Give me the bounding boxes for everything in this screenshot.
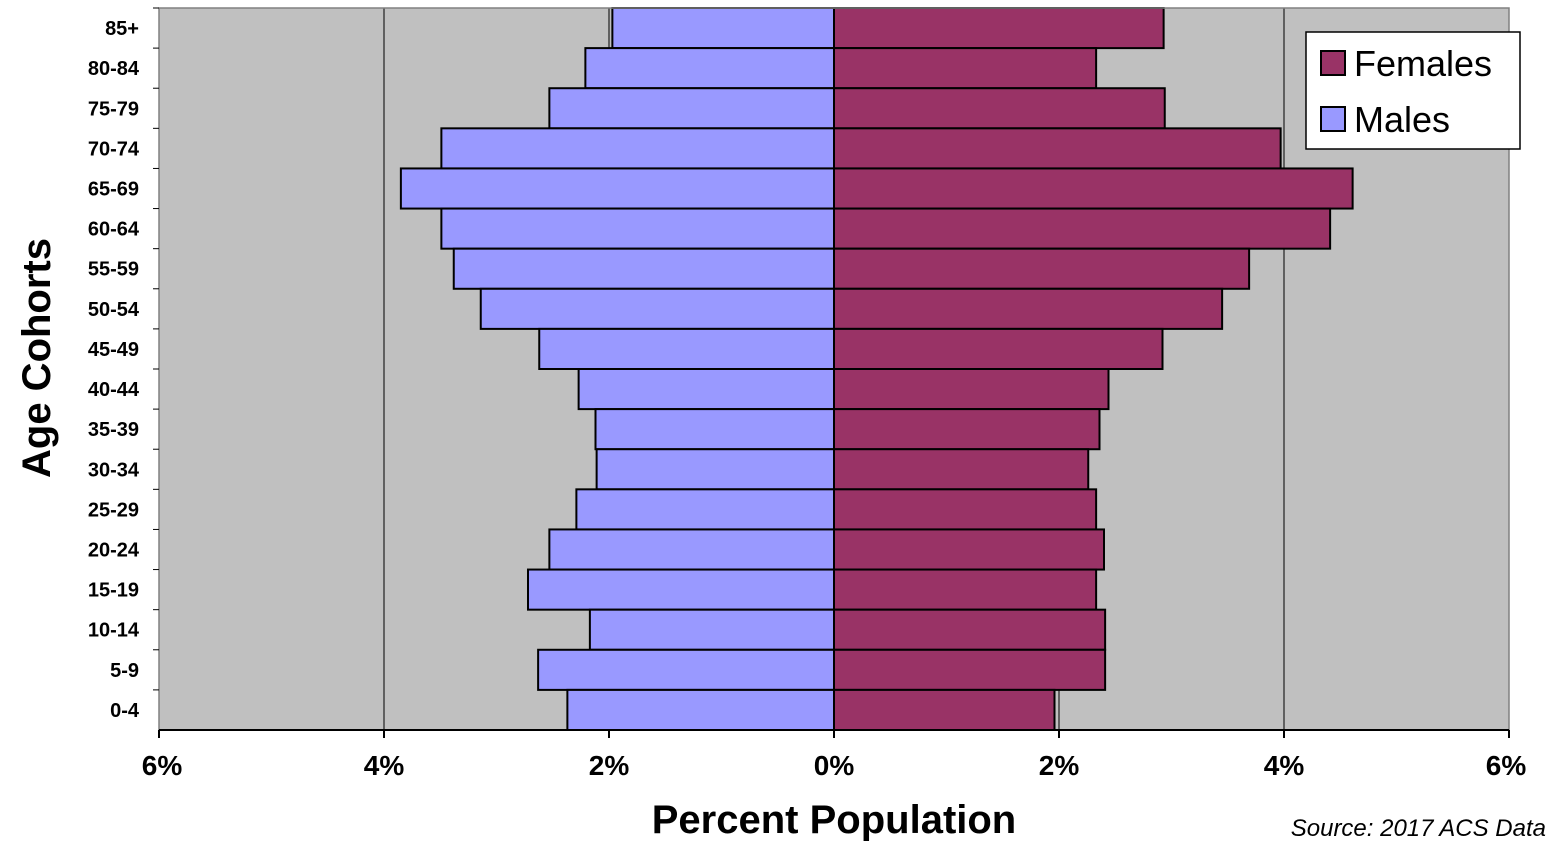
bar-females-5-9 xyxy=(833,648,1107,691)
bar-females-75-79 xyxy=(833,87,1166,130)
bar-females-30-34 xyxy=(833,448,1090,491)
bar-females-50-54 xyxy=(833,287,1224,330)
y-axis-ticks: 85+ 80-84 75-79 70-74 65-69 60-64 55-59 50-54 45… xyxy=(88,7,159,722)
bar-females-20-24 xyxy=(833,528,1105,571)
bar-males-85+ xyxy=(611,7,835,50)
y-tick-label: 30-34 xyxy=(88,459,140,481)
bar-females-45-49 xyxy=(833,327,1164,370)
bar-females-10-14 xyxy=(833,608,1107,651)
bar-males-65-69 xyxy=(399,167,835,210)
y-tick-label: 70-74 xyxy=(88,138,140,160)
bar-females-0-4 xyxy=(833,688,1056,732)
bar-males-20-24 xyxy=(548,528,835,571)
bar-females-25-29 xyxy=(833,488,1098,531)
y-tick-label: 25-29 xyxy=(88,499,139,521)
bar-females-65-69 xyxy=(833,167,1354,210)
bar-males-60-64 xyxy=(440,207,835,250)
bar-males-75-79 xyxy=(548,87,835,130)
bar-males-50-54 xyxy=(479,287,835,330)
bar-females-40-44 xyxy=(833,368,1110,411)
bar-males-55-59 xyxy=(452,247,835,290)
x-tick-label: 6% xyxy=(1486,750,1527,781)
y-tick-label: 20-24 xyxy=(88,540,140,562)
y-tick-label: 75-79 xyxy=(88,98,139,120)
legend-swatch-females xyxy=(1320,50,1346,76)
y-tick-label: 80-84 xyxy=(88,58,140,80)
bars xyxy=(399,7,1354,732)
y-tick-label: 0-4 xyxy=(110,700,140,722)
bar-females-85+ xyxy=(833,7,1165,50)
x-tick-label: 2% xyxy=(1039,750,1080,781)
legend: Females Males xyxy=(1305,31,1521,150)
y-tick-label: 55-59 xyxy=(88,259,139,281)
x-axis-ticks: 6% 4% 2% 0% 2% 4% 6% xyxy=(142,730,1527,781)
bar-males-30-34 xyxy=(595,448,835,491)
legend-label-males: Males xyxy=(1354,99,1450,140)
bar-females-35-39 xyxy=(833,408,1101,451)
bar-males-40-44 xyxy=(577,368,835,411)
y-tick-label: 65-69 xyxy=(88,179,139,201)
y-tick-label: 85+ xyxy=(105,18,139,40)
legend-label-females: Females xyxy=(1354,43,1492,84)
bar-males-10-14 xyxy=(588,608,835,651)
y-tick-label: 5-9 xyxy=(110,660,139,682)
y-tick-label: 10-14 xyxy=(88,620,140,642)
bar-males-5-9 xyxy=(537,648,835,691)
bar-females-80-84 xyxy=(833,47,1098,90)
x-tick-label: 4% xyxy=(1264,750,1305,781)
x-tick-label: 6% xyxy=(142,750,183,781)
bar-males-0-4 xyxy=(566,688,835,732)
y-tick-label: 60-64 xyxy=(88,219,140,241)
y-tick-label: 45-49 xyxy=(88,339,139,361)
x-tick-label: 2% xyxy=(589,750,630,781)
y-axis-label: Age Cohorts xyxy=(15,238,59,478)
y-tick-label: 50-54 xyxy=(88,299,140,321)
x-axis-label: Percent Population xyxy=(652,798,1017,841)
bar-males-80-84 xyxy=(584,47,835,90)
bar-males-70-74 xyxy=(440,127,835,170)
legend-swatch-males xyxy=(1320,106,1346,132)
bar-males-35-39 xyxy=(594,408,835,451)
y-tick-label: 40-44 xyxy=(88,379,140,401)
bar-females-60-64 xyxy=(833,207,1332,250)
x-tick-label: 0% xyxy=(814,750,855,781)
bar-females-15-19 xyxy=(833,568,1098,611)
y-tick-label: 35-39 xyxy=(88,419,139,441)
x-tick-label: 4% xyxy=(364,750,405,781)
bar-males-15-19 xyxy=(527,568,835,611)
y-tick-label: 15-19 xyxy=(88,580,139,602)
bar-males-25-29 xyxy=(575,488,835,531)
bar-males-45-49 xyxy=(538,327,835,370)
bar-females-70-74 xyxy=(833,127,1282,170)
source-note: Source: 2017 ACS Data xyxy=(1291,815,1546,841)
bar-females-55-59 xyxy=(833,247,1251,290)
